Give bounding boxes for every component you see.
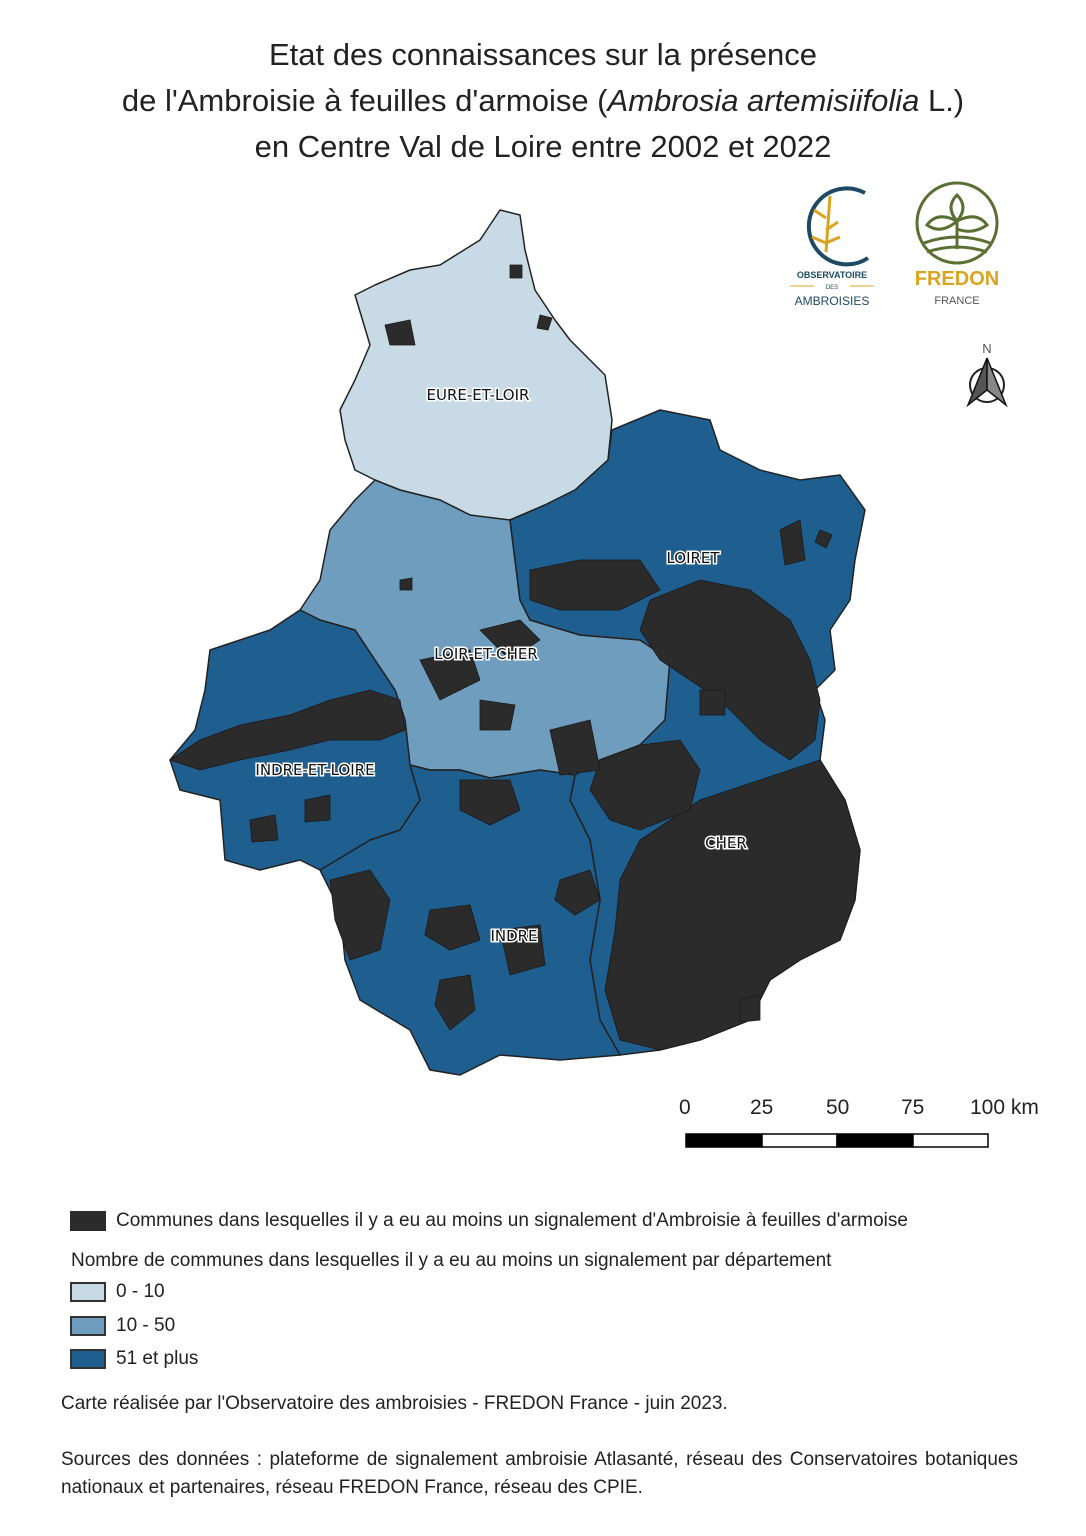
- label-loir-et-cher: LOIR-ET-CHER: [434, 645, 538, 663]
- fredon-france-logo: FREDON FRANCE: [915, 181, 999, 307]
- legend-label: 0 - 10: [116, 1281, 165, 1302]
- legend-communes: Communes dans lesquelles il y a eu au mo…: [70, 1210, 908, 1232]
- map: EURE-ET-LOIR LOIRET LOIR-ET-CHER INDRE-E…: [169, 181, 1008, 1148]
- logo-text: DES: [826, 285, 838, 291]
- department-labels: EURE-ET-LOIR LOIRET LOIR-ET-CHER INDRE-E…: [254, 385, 748, 947]
- scale-tick: 25: [750, 1096, 774, 1119]
- map-credit: Carte réalisée par l'Observatoire des am…: [61, 1393, 728, 1414]
- legend-swatch: [70, 1281, 106, 1302]
- title-line-1: Etat des connaissances sur la présence: [269, 37, 817, 72]
- scale-tick: 100 km: [970, 1096, 1039, 1119]
- scale-tick: 75: [901, 1096, 925, 1119]
- legend-label: 51 et plus: [116, 1348, 199, 1369]
- legend-swatch-communes: [70, 1210, 106, 1231]
- title-line-3: en Centre Val de Loire entre 2002 et 202…: [254, 129, 832, 164]
- label-eure-et-loir: EURE-ET-LOIR: [427, 386, 530, 404]
- scale-bar: [685, 1133, 989, 1148]
- species-name: Ambrosia artemisiifolia: [607, 83, 920, 118]
- scale-tick: 0: [679, 1096, 691, 1119]
- north-label: N: [982, 341, 991, 356]
- logo-text: OBSERVATOIRE: [797, 270, 867, 280]
- legend-swatch: [70, 1315, 106, 1336]
- label-indre-et-loire: INDRE-ET-LOIRE: [255, 761, 374, 779]
- legend-swatch: [70, 1348, 106, 1369]
- legend-class-10-50: 10 - 50: [70, 1315, 175, 1337]
- logo-text: AMBROISIES: [795, 294, 870, 308]
- legend-class-0-10: 0 - 10: [70, 1281, 165, 1303]
- communes-with-reports: [169, 264, 861, 1051]
- logo-text: FREDON: [915, 268, 999, 290]
- north-arrow-icon: N: [966, 341, 1008, 408]
- legend-class-51-plus: 51 et plus: [70, 1348, 198, 1370]
- legend-label: 10 - 50: [116, 1315, 176, 1336]
- map-title: Etat des connaissances sur la présence d…: [0, 32, 1086, 170]
- title-suffix: L.): [919, 83, 965, 118]
- logo-text: FRANCE: [934, 295, 979, 307]
- label-indre: INDRE: [490, 927, 537, 945]
- title-line-2: de l'Ambroisie à feuilles d'armoise (Amb…: [0, 78, 1086, 124]
- title-prefix: de l'Ambroisie à feuilles d'armoise (: [121, 83, 608, 118]
- label-cher: CHER: [705, 834, 747, 852]
- observatoire-des-ambroisies-logo: OBSERVATOIRE DES AMBROISIES: [790, 186, 874, 308]
- scale-tick: 50: [826, 1096, 850, 1119]
- legend-label: Communes dans lesquelles il y a eu au mo…: [116, 1210, 908, 1231]
- legend-heading: Nombre de communes dans lesquelles il y …: [71, 1250, 832, 1271]
- label-loiret: LOIRET: [666, 549, 720, 567]
- data-sources: Sources des données : plateforme de sign…: [61, 1449, 1018, 1498]
